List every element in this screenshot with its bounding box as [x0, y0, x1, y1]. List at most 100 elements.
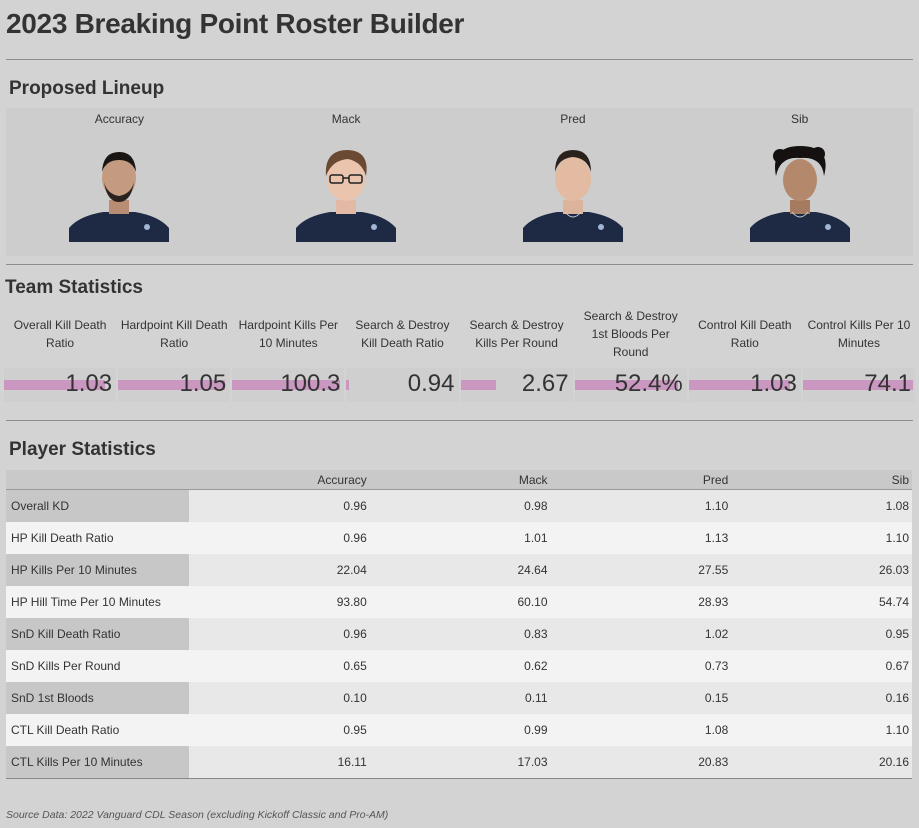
table-row[interactable]: CTL Kills Per 10 Minutes 16.11 17.03 20.83 2…	[6, 746, 912, 778]
row-label: CTL Kill Death Ratio	[6, 714, 189, 746]
player-card-accuracy[interactable]: Accuracy	[6, 108, 233, 256]
team-stat-label: Search & Destroy Kill Death Ratio	[355, 318, 450, 350]
team-stat-box: 1.05	[118, 368, 231, 402]
row-label: HP Kill Death Ratio	[6, 522, 189, 554]
team-stat-value: 52.4%	[614, 370, 683, 397]
table-cell: 1.10	[885, 723, 909, 737]
row-label: HP Hill Time Per 10 Minutes	[6, 586, 189, 618]
team-stat-box: 52.4%	[574, 368, 687, 402]
table-cell: 1.13	[704, 531, 729, 545]
table-cell: 20.16	[878, 755, 909, 769]
row-label: Overall KD	[6, 490, 189, 522]
player-portrait-image	[522, 150, 623, 242]
team-stat-tile[interactable]: Hardpoint Kills Per 10 Minutes 100.3	[232, 306, 345, 402]
table-cell: 22.04	[336, 563, 367, 577]
table-cell: 1.08	[704, 723, 729, 737]
team-stat-box: 0.94	[346, 368, 459, 402]
table-cell: 93.80	[336, 595, 367, 609]
player-name: Sib	[790, 112, 809, 126]
table-cell: 0.95	[885, 627, 909, 641]
team-stat-value: 0.94	[407, 370, 455, 397]
team-stat-label: Control Kills Per 10 Minutes	[807, 318, 911, 350]
table-cell: 1.10	[885, 531, 909, 545]
team-stat-bar	[118, 380, 225, 390]
team-stat-value: 1.05	[179, 370, 227, 397]
table-cell: 0.96	[343, 627, 367, 641]
team-stat-tile[interactable]: Search & Destroy 1st Bloods Per Round 52.…	[574, 306, 687, 402]
table-cell: 0.11	[525, 691, 548, 705]
team-stat-bar	[460, 380, 497, 390]
team-stat-box: 74.1	[802, 368, 915, 402]
row-values: 0.96 0.83 1.02 0.95	[189, 618, 912, 650]
table-cell: 0.62	[524, 659, 548, 673]
team-stat-label: Hardpoint Kills Per 10 Minutes	[238, 318, 338, 350]
table-cell: 60.10	[517, 595, 548, 609]
team-stat-tile[interactable]: Control Kill Death Ratio 1.03	[688, 306, 801, 402]
player-portrait-image	[749, 146, 850, 242]
player-portrait-image	[296, 150, 397, 242]
table-row[interactable]: HP Kills Per 10 Minutes 22.04 24.64 27.55 26…	[6, 554, 912, 586]
team-stat-bar	[574, 380, 678, 390]
table-cell: 17.03	[517, 755, 548, 769]
team-stat-value: 1.03	[65, 370, 113, 397]
table-cell: 1.01	[524, 531, 548, 545]
table-row[interactable]: Overall KD 0.96 0.98 1.10 1.08	[6, 490, 912, 522]
team-stat-tile[interactable]: Control Kills Per 10 Minutes 74.1	[802, 306, 915, 402]
table-cell: 0.67	[885, 659, 909, 673]
divider	[6, 420, 913, 421]
team-stat-tile[interactable]: Hardpoint Kill Death Ratio 1.05	[118, 306, 231, 402]
lineup-panel: Accuracy Mack Pred	[6, 108, 913, 256]
column-header[interactable]: Sib	[891, 472, 909, 487]
team-stat-tile[interactable]: Search & Destroy Kills Per Round 2.67	[460, 306, 573, 402]
table-cell: 0.16	[885, 691, 909, 705]
team-stat-label: Hardpoint Kill Death Ratio	[120, 318, 228, 350]
row-values: 22.04 24.64 27.55 26.03	[189, 554, 912, 586]
table-cell: 1.08	[885, 499, 909, 513]
row-values: 93.80 60.10 28.93 54.74	[189, 586, 912, 618]
row-values: 0.96 1.01 1.13 1.10	[189, 522, 912, 554]
team-stat-label: Overall Kill Death Ratio	[13, 318, 107, 350]
team-stat-tile[interactable]: Overall Kill Death Ratio 1.03	[4, 306, 117, 402]
table-header-row: Accuracy Mack Pred Sib	[6, 470, 912, 490]
team-stats-heading: Team Statistics	[5, 277, 143, 298]
team-stat-box: 1.03	[688, 368, 801, 402]
table-cell: 0.10	[343, 691, 367, 705]
player-stats-heading: Player Statistics	[9, 439, 156, 460]
team-stat-value: 100.3	[280, 370, 341, 397]
table-row[interactable]: SnD Kill Death Ratio 0.96 0.83 1.02 0.95	[6, 618, 912, 650]
table-row[interactable]: HP Hill Time Per 10 Minutes 93.80 60.10 28.…	[6, 586, 912, 618]
player-card-sib[interactable]: Sib	[686, 108, 913, 256]
table-cell: 27.55	[698, 563, 729, 577]
table-row[interactable]: SnD Kills Per Round 0.65 0.62 0.73 0.67	[6, 650, 912, 682]
player-card-mack[interactable]: Mack	[233, 108, 460, 256]
table-cell: 0.95	[343, 723, 367, 737]
table-cell: 0.96	[343, 531, 367, 545]
table-header-corner	[6, 470, 189, 489]
row-values: 0.95 0.99 1.08 1.10	[189, 714, 912, 746]
player-name: Accuracy	[94, 112, 145, 126]
team-stat-box: 1.03	[4, 368, 117, 402]
column-header[interactable]: Accuracy	[317, 472, 367, 487]
row-label: HP Kills Per 10 Minutes	[6, 554, 189, 586]
player-card-pred[interactable]: Pred	[460, 108, 687, 256]
table-cell: 54.74	[878, 595, 909, 609]
column-header[interactable]: Mack	[518, 472, 548, 487]
row-label: CTL Kills Per 10 Minutes	[6, 746, 189, 778]
source-note: Source Data: 2022 Vanguard CDL Season (e…	[6, 809, 389, 821]
team-stat-bar	[232, 380, 340, 390]
team-stat-bar	[346, 380, 349, 390]
table-cell: 1.10	[704, 499, 729, 513]
column-header[interactable]: Pred	[702, 472, 729, 487]
player-portrait-image	[69, 152, 170, 242]
team-stat-box: 100.3	[232, 368, 345, 402]
table-row[interactable]: CTL Kill Death Ratio 0.95 0.99 1.08 1.10	[6, 714, 912, 746]
team-stat-tile[interactable]: Search & Destroy Kill Death Ratio 0.94	[346, 306, 459, 402]
team-stat-bar	[4, 380, 105, 390]
row-values: 0.96 0.98 1.10 1.08	[189, 490, 912, 522]
row-label: SnD Kill Death Ratio	[6, 618, 189, 650]
table-row[interactable]: SnD 1st Bloods 0.10 0.11 0.15 0.16	[6, 682, 912, 714]
player-name: Mack	[331, 112, 361, 126]
team-stat-box: 2.67	[460, 368, 573, 402]
table-row[interactable]: HP Kill Death Ratio 0.96 1.01 1.13 1.10	[6, 522, 912, 554]
table-bottom-border	[6, 778, 912, 779]
